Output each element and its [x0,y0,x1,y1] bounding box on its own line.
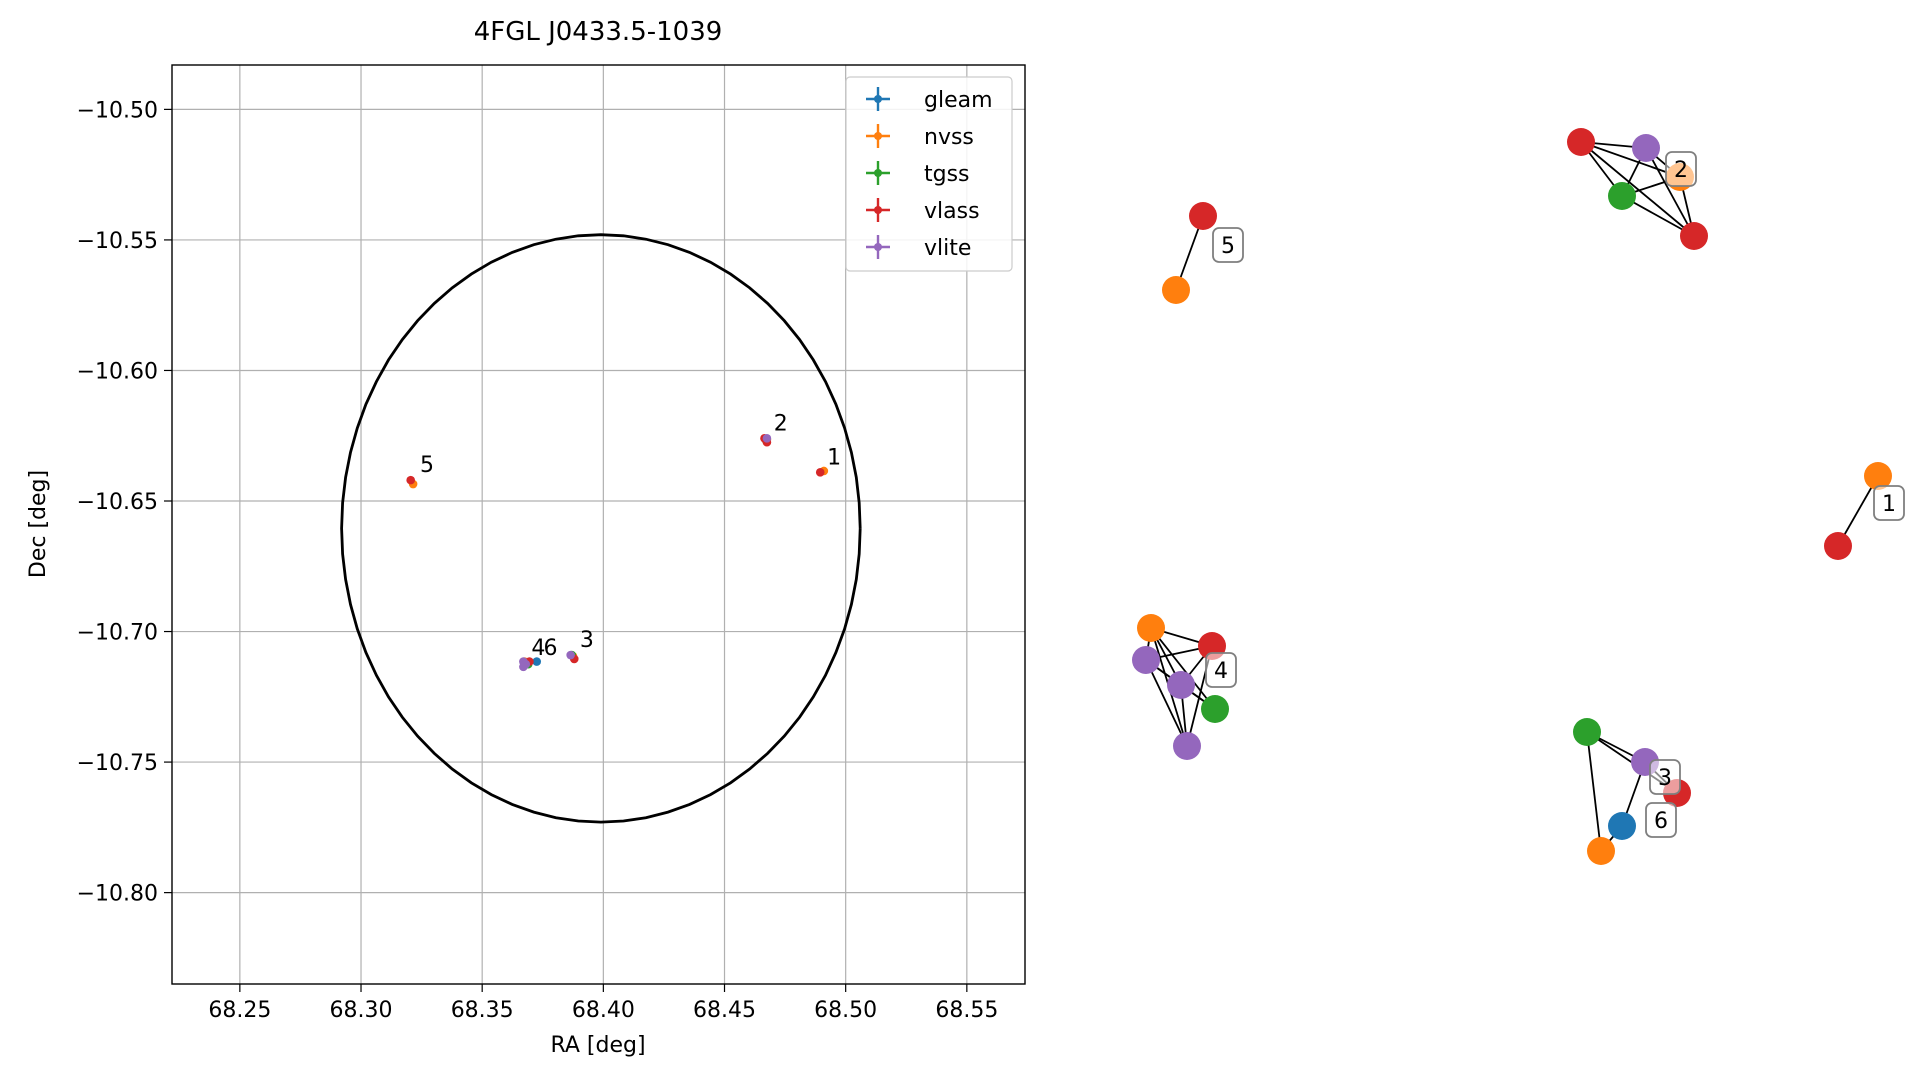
scatter-chart: 4FGL J0433.5-1039 1 2 5 46 3 68.25 68.30 68.35… [26,17,1026,1058]
network-label-text: 5 [1221,234,1235,259]
y-tick-label: −10.75 [77,751,158,776]
network-label-text: 2 [1674,158,1688,183]
network-node [1567,128,1595,156]
plot-area-frame [171,64,1026,985]
network-label-box [1205,652,1237,688]
network-edge [1645,147,1695,237]
network-node [1167,671,1195,699]
point-vlite [566,650,575,660]
y-tick-label: −10.50 [77,98,158,123]
network-node [1173,732,1201,760]
legend-label: vlite [924,236,971,261]
network-edge [1586,731,1602,852]
legend-marker-dot [874,95,882,103]
network-label-box [1212,227,1244,263]
network-label-text: 1 [1882,492,1896,517]
legend-label: vlass [924,199,980,224]
point-vlass [815,467,825,477]
point-label: 2 [774,411,788,436]
network-label-text: 3 [1658,766,1672,791]
y-tick-label: −10.60 [77,359,158,384]
y-tick-label: −10.70 [77,621,158,646]
legend-label: tgss [924,162,970,187]
chart-title: 4FGL J0433.5-1039 [474,17,723,47]
network-label-6: 6 [1645,802,1677,838]
point-labels: 1 2 5 46 3 [420,411,841,661]
network-label-box [1645,802,1677,838]
network-nodes [1132,128,1892,865]
legend-label: nvss [924,125,974,150]
legend-box [845,76,1013,272]
legend-label: gleam [924,88,993,113]
network-node [1824,532,1852,560]
legend-marker-dot [874,169,882,177]
y-tick-label: −10.80 [77,882,158,907]
network-node [1189,202,1217,230]
point-gleam [532,657,542,666]
network-node [1137,614,1165,642]
y-tick-label: −10.55 [77,229,158,254]
network-node [1680,222,1708,250]
network-edge [1150,627,1216,710]
legend-marker-dot [874,206,882,214]
network-node [1608,182,1636,210]
x-tick-label: 68.35 [451,998,514,1023]
x-tick-label: 68.25 [208,998,271,1023]
network-label-1: 1 [1873,485,1905,521]
network-node [1162,276,1190,304]
point-label: 4 [531,636,545,661]
network-node [1632,134,1660,162]
legend-item-nvss: nvss [866,124,974,150]
legend-item-vlite: vlite [866,235,971,261]
legend-marker-dot [874,132,882,140]
network-label-text: 4 [1214,659,1228,684]
network-label-4: 4 [1205,652,1237,688]
network-edge [1145,659,1188,747]
legend-item-gleam: gleam [866,87,993,113]
network-edge [1580,141,1695,237]
x-tick-label: 68.50 [814,998,877,1023]
x-axis-label: RA [deg] [550,1033,645,1058]
uncertainty-ellipse-layer [340,233,862,824]
network-label-5: 5 [1212,227,1244,263]
x-tick-label: 68.30 [330,998,393,1023]
network-node [1608,812,1636,840]
network-node [1587,837,1615,865]
point-vlass [406,475,415,485]
network-label-2: 2 [1665,151,1697,187]
y-axis-ticks: −10.50 −10.55 −10.60 −10.65 −10.70 −10.75 −10.… [77,98,172,907]
legend-marker-dot [874,243,882,251]
x-tick-label: 68.55 [935,998,998,1023]
point-label: 1 [827,445,841,470]
network-label-box [1649,759,1681,795]
network-node [1132,646,1160,674]
network-label-box [1665,151,1697,187]
point-vlite [762,434,772,443]
point-label: 3 [580,628,594,653]
network-graph: 1 2 5 4 3 6 [1132,128,1905,865]
x-tick-label: 68.40 [572,998,635,1023]
x-tick-label: 68.45 [693,998,756,1023]
network-node [1201,695,1229,723]
network-label-text: 6 [1654,809,1668,834]
point-label: 6 [544,636,558,661]
network-label-box [1873,485,1905,521]
network-edge [1580,141,1681,178]
data-points [406,434,829,672]
network-node [1864,462,1892,490]
point-vlite [519,662,528,672]
legend-item-vlass: vlass [866,198,980,224]
legend-item-tgss: tgss [866,161,970,187]
uncertainty-ellipse [340,233,862,824]
legend: gleam nvss tgss vlass vlite [845,76,1013,272]
point-label: 5 [420,453,434,478]
y-tick-label: −10.65 [77,490,158,515]
network-node [1573,718,1601,746]
network-label-3: 3 [1649,759,1681,795]
y-axis-label: Dec [deg] [26,470,51,578]
x-axis-ticks: 68.25 68.30 68.35 68.40 68.45 68.50 68.55 [208,984,998,1023]
network-edges [1145,141,1879,852]
network-labels: 1 2 5 4 3 6 [1205,151,1905,838]
